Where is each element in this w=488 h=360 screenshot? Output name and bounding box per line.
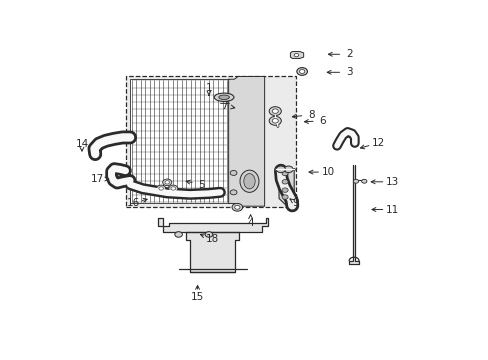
Text: 4: 4 (247, 219, 253, 228)
Text: 10: 10 (321, 167, 334, 177)
Circle shape (276, 166, 285, 173)
Text: 18: 18 (205, 234, 218, 244)
Circle shape (268, 116, 281, 125)
Circle shape (282, 188, 287, 192)
Circle shape (282, 195, 287, 199)
Circle shape (163, 179, 171, 186)
Circle shape (282, 171, 287, 176)
Text: 17: 17 (90, 174, 103, 184)
Circle shape (294, 53, 298, 57)
Circle shape (230, 190, 237, 195)
Circle shape (205, 232, 212, 237)
Circle shape (230, 170, 237, 175)
Circle shape (361, 179, 366, 183)
Circle shape (268, 107, 281, 116)
Ellipse shape (240, 170, 259, 192)
Text: 7: 7 (220, 100, 227, 111)
Text: 15: 15 (190, 292, 204, 302)
Polygon shape (279, 169, 294, 207)
Text: 14: 14 (75, 139, 88, 149)
Circle shape (156, 185, 165, 192)
Polygon shape (228, 76, 264, 206)
Circle shape (296, 68, 307, 75)
Circle shape (232, 203, 242, 211)
Circle shape (171, 187, 175, 190)
Text: 16: 16 (126, 198, 140, 208)
Text: 12: 12 (370, 138, 384, 148)
Ellipse shape (244, 174, 255, 189)
Circle shape (299, 69, 304, 73)
Text: 11: 11 (385, 204, 398, 215)
Polygon shape (348, 165, 358, 264)
Bar (130, 79, 228, 203)
Circle shape (272, 109, 278, 113)
Text: 8: 8 (307, 110, 314, 120)
Ellipse shape (218, 95, 229, 99)
Circle shape (272, 118, 278, 123)
Text: 1: 1 (205, 82, 212, 93)
Circle shape (164, 181, 169, 184)
Text: 9: 9 (291, 198, 298, 208)
Ellipse shape (214, 93, 233, 102)
Circle shape (282, 180, 287, 184)
Circle shape (168, 185, 178, 192)
Polygon shape (158, 218, 267, 232)
Circle shape (353, 179, 358, 183)
Text: 5: 5 (198, 180, 204, 190)
Circle shape (234, 205, 240, 209)
Text: 6: 6 (319, 116, 325, 126)
Bar (125, 76, 295, 207)
Polygon shape (290, 51, 303, 58)
Circle shape (284, 166, 292, 173)
Polygon shape (186, 232, 239, 272)
Circle shape (175, 232, 182, 237)
Text: 3: 3 (345, 67, 352, 77)
Text: 13: 13 (385, 177, 398, 187)
Text: 2: 2 (345, 49, 352, 59)
Circle shape (159, 187, 163, 190)
